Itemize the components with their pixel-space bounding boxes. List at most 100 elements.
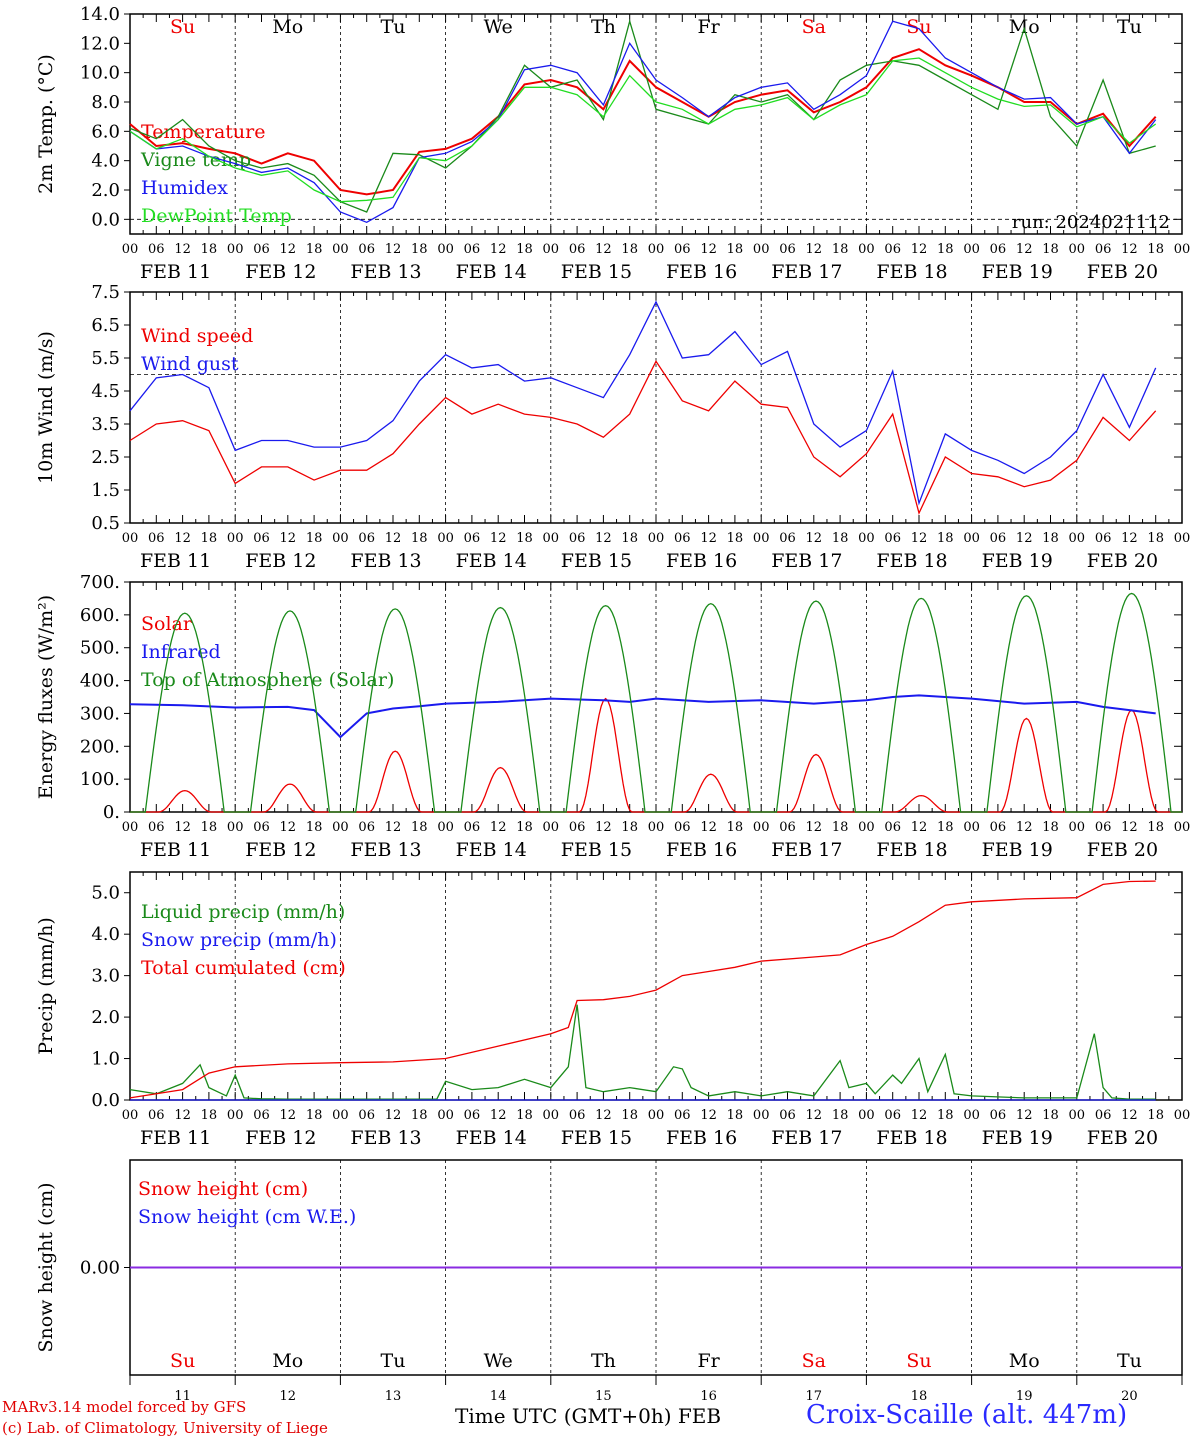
y-tick-label: 200. bbox=[80, 736, 120, 757]
date-label: FEB 13 bbox=[350, 1127, 421, 1149]
hour-tick-label: 12 bbox=[595, 1108, 612, 1123]
y-tick-label: 2.0 bbox=[91, 1007, 120, 1028]
series-line-temperature bbox=[129, 48, 1157, 196]
hour-tick-label: 12 bbox=[385, 820, 402, 835]
date-label: FEB 11 bbox=[140, 261, 211, 283]
hour-tick-label: 06 bbox=[884, 242, 901, 257]
hour-tick-label: 00 bbox=[437, 820, 454, 835]
hour-tick-label: 00 bbox=[332, 242, 349, 257]
hour-tick-label: 06 bbox=[569, 242, 586, 257]
hour-tick-label: 12 bbox=[490, 242, 507, 257]
date-label: FEB 13 bbox=[350, 550, 421, 572]
hour-tick-label: 18 bbox=[727, 820, 744, 835]
hour-tick-label: 18 bbox=[832, 531, 849, 546]
hour-tick-label: 00 bbox=[543, 820, 560, 835]
y-axis-label: Snow height (cm) bbox=[35, 1182, 57, 1352]
day-name-label: Su bbox=[170, 16, 195, 38]
legend-entry: Top of Atmosphere (Solar) bbox=[141, 669, 394, 691]
day-name-label: Mo bbox=[272, 16, 303, 38]
y-tick-label: 0.5 bbox=[91, 513, 120, 534]
legend-entry: Snow height (cm W.E.) bbox=[138, 1206, 356, 1228]
hour-tick-label: 12 bbox=[1121, 820, 1138, 835]
hour-tick-label: 18 bbox=[1042, 820, 1059, 835]
hour-tick-label: 00 bbox=[1174, 1108, 1191, 1123]
legend-entry: DewPoint Temp bbox=[141, 205, 292, 227]
day-name-label: Su bbox=[906, 16, 931, 38]
hour-tick-label: 06 bbox=[253, 531, 270, 546]
date-label: FEB 12 bbox=[245, 839, 316, 861]
hour-tick-label: 18 bbox=[1147, 531, 1164, 546]
date-label: FEB 16 bbox=[666, 261, 737, 283]
hour-tick-label: 06 bbox=[990, 531, 1007, 546]
legend-entry: Wind gust bbox=[141, 353, 239, 375]
hour-tick-label: 12 bbox=[1016, 1108, 1033, 1123]
hour-tick-label: 12 bbox=[806, 531, 823, 546]
legend-entry: Snow height (cm) bbox=[138, 1178, 308, 1200]
hour-tick-label: 12 bbox=[174, 242, 191, 257]
date-label: FEB 19 bbox=[982, 839, 1053, 861]
hour-tick-label: 06 bbox=[464, 242, 481, 257]
series-line-wind-gust bbox=[129, 300, 1157, 506]
hour-tick-label: 06 bbox=[779, 1108, 796, 1123]
y-tick-label: 0.0 bbox=[91, 1090, 120, 1111]
day-name-label: Su bbox=[906, 1350, 931, 1372]
hour-tick-label: 00 bbox=[648, 1108, 665, 1123]
y-tick-label: 10.0 bbox=[80, 63, 120, 84]
series-line-infrared bbox=[129, 694, 1156, 739]
y-tick-label: 0.00 bbox=[80, 1258, 120, 1279]
hour-tick-label: 12 bbox=[385, 1108, 402, 1123]
hour-tick-label: 06 bbox=[148, 1108, 165, 1123]
hour-tick-label: 06 bbox=[569, 531, 586, 546]
y-tick-label: 4.0 bbox=[91, 924, 120, 945]
hour-tick-label: 12 bbox=[1121, 1108, 1138, 1123]
hour-tick-label: 18 bbox=[201, 1108, 218, 1123]
hour-tick-label: 12 bbox=[1016, 820, 1033, 835]
hour-tick-label: 12 bbox=[911, 242, 928, 257]
y-tick-label: 5.5 bbox=[91, 348, 120, 369]
date-label: FEB 15 bbox=[561, 261, 632, 283]
hour-tick-label: 12 bbox=[1016, 242, 1033, 257]
hour-tick-label: 00 bbox=[858, 531, 875, 546]
hour-tick-label: 18 bbox=[1147, 242, 1164, 257]
hour-tick-label: 12 bbox=[595, 820, 612, 835]
day-number-label: 12 bbox=[280, 1389, 297, 1404]
hour-tick-label: 00 bbox=[963, 1108, 980, 1123]
day-name-label: Tu bbox=[1117, 16, 1142, 38]
hour-tick-label: 06 bbox=[148, 820, 165, 835]
y-tick-label: 6.5 bbox=[91, 315, 120, 336]
hour-tick-label: 12 bbox=[385, 531, 402, 546]
hour-tick-label: 18 bbox=[1147, 820, 1164, 835]
hour-tick-label: 18 bbox=[516, 820, 533, 835]
hour-tick-label: 12 bbox=[280, 1108, 297, 1123]
y-axis-label: Energy fluxes (W/m²) bbox=[35, 595, 57, 799]
hour-tick-label: 06 bbox=[990, 1108, 1007, 1123]
y-tick-label: 12.0 bbox=[80, 33, 120, 54]
hour-tick-label: 18 bbox=[411, 820, 428, 835]
hour-tick-label: 00 bbox=[963, 531, 980, 546]
day-number-label: 13 bbox=[385, 1389, 402, 1404]
hour-tick-label: 18 bbox=[201, 242, 218, 257]
date-label: FEB 12 bbox=[245, 1127, 316, 1149]
hour-tick-label: 12 bbox=[1016, 531, 1033, 546]
hour-tick-label: 00 bbox=[1069, 242, 1086, 257]
date-label: FEB 14 bbox=[456, 261, 527, 283]
y-tick-label: 100. bbox=[80, 769, 120, 790]
y-tick-label: 4.5 bbox=[91, 381, 120, 402]
hour-tick-label: 00 bbox=[543, 242, 560, 257]
hour-tick-label: 06 bbox=[253, 1108, 270, 1123]
hour-tick-label: 18 bbox=[1042, 531, 1059, 546]
hour-tick-label: 06 bbox=[569, 820, 586, 835]
day-number-label: 14 bbox=[490, 1389, 507, 1404]
hour-tick-label: 18 bbox=[516, 1108, 533, 1123]
y-tick-label: 1.0 bbox=[91, 1049, 120, 1070]
hour-tick-label: 06 bbox=[674, 242, 691, 257]
day-name-label: We bbox=[484, 16, 513, 38]
hour-tick-label: 12 bbox=[490, 820, 507, 835]
hour-tick-label: 12 bbox=[806, 820, 823, 835]
hour-tick-label: 00 bbox=[122, 242, 139, 257]
hour-tick-label: 18 bbox=[306, 820, 323, 835]
y-tick-label: 2.0 bbox=[91, 180, 120, 201]
date-label: FEB 18 bbox=[876, 550, 947, 572]
day-name-label: We bbox=[484, 1350, 513, 1372]
date-label: FEB 17 bbox=[771, 550, 842, 572]
